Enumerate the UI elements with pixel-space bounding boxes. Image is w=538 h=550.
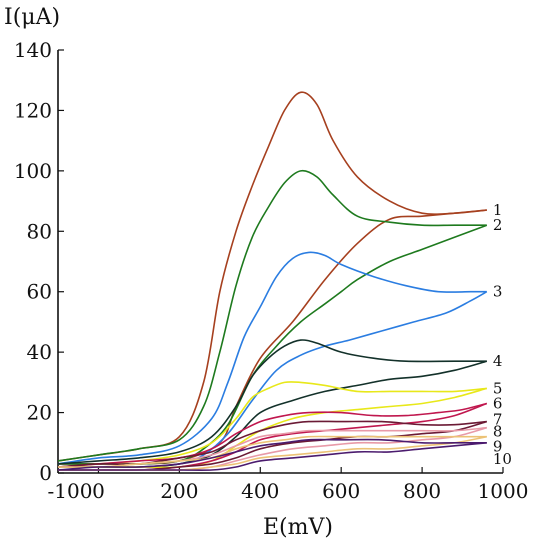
curve-label-5: 5 [493, 379, 503, 397]
curve-2-reverse-scan [58, 224, 488, 465]
curve-label-1: 1 [493, 201, 503, 219]
y-tick-label: 140 [14, 38, 52, 62]
curves [57, 91, 488, 472]
x-tick-label: 0 [92, 479, 105, 503]
x-tick-label: 400 [241, 479, 279, 503]
curve-10-forward-scan [57, 438, 487, 471]
y-axis-ticks: 0 20 40 60 80 100 120 140 [14, 38, 64, 485]
curve-label-9: 9 [493, 438, 503, 456]
y-tick-label: 120 [14, 98, 52, 122]
x-tick-label: -100 [48, 479, 93, 503]
y-axis-title: I(μA) [4, 5, 60, 30]
y-tick-label: 100 [14, 159, 52, 183]
curve-2-forward-scan [57, 169, 487, 462]
curve-9 [57, 435, 487, 472]
curve-label-8: 8 [493, 423, 503, 441]
x-tick-label: 600 [322, 479, 360, 503]
curve-label-6: 6 [493, 395, 503, 413]
y-tick-label: 40 [27, 340, 52, 364]
curve-6-forward-scan [57, 402, 487, 468]
curve-9-forward-scan [57, 435, 487, 469]
y-tick-label: 0 [39, 461, 52, 485]
y-tick-label: 60 [27, 280, 52, 304]
curve-label-7: 7 [493, 411, 503, 429]
y-tick-label: 20 [27, 401, 52, 425]
x-axis-ticks: -100 0 200 400 600 800 1000 [48, 467, 529, 503]
x-tick-label: 1000 [478, 479, 529, 503]
x-axis-title: E(mV) [263, 515, 333, 540]
curve-10 [57, 438, 487, 472]
curve-1-forward-scan [57, 91, 487, 462]
curve-label-3: 3 [493, 283, 503, 301]
y-tick-label: 80 [27, 219, 52, 243]
curve-2 [57, 169, 488, 465]
curve-1 [57, 91, 487, 465]
curve-4-forward-scan [57, 339, 487, 465]
curve-3-forward-scan [57, 251, 487, 465]
curve-5-forward-scan [57, 381, 487, 468]
curve-label-4: 4 [493, 352, 503, 370]
curve-label-10: 10 [493, 450, 512, 468]
x-tick-label: 200 [160, 479, 198, 503]
curve-10-reverse-scan [58, 442, 487, 472]
x-tick-label: 800 [403, 479, 441, 503]
axes [57, 50, 503, 474]
curve-label-2: 2 [493, 216, 503, 234]
